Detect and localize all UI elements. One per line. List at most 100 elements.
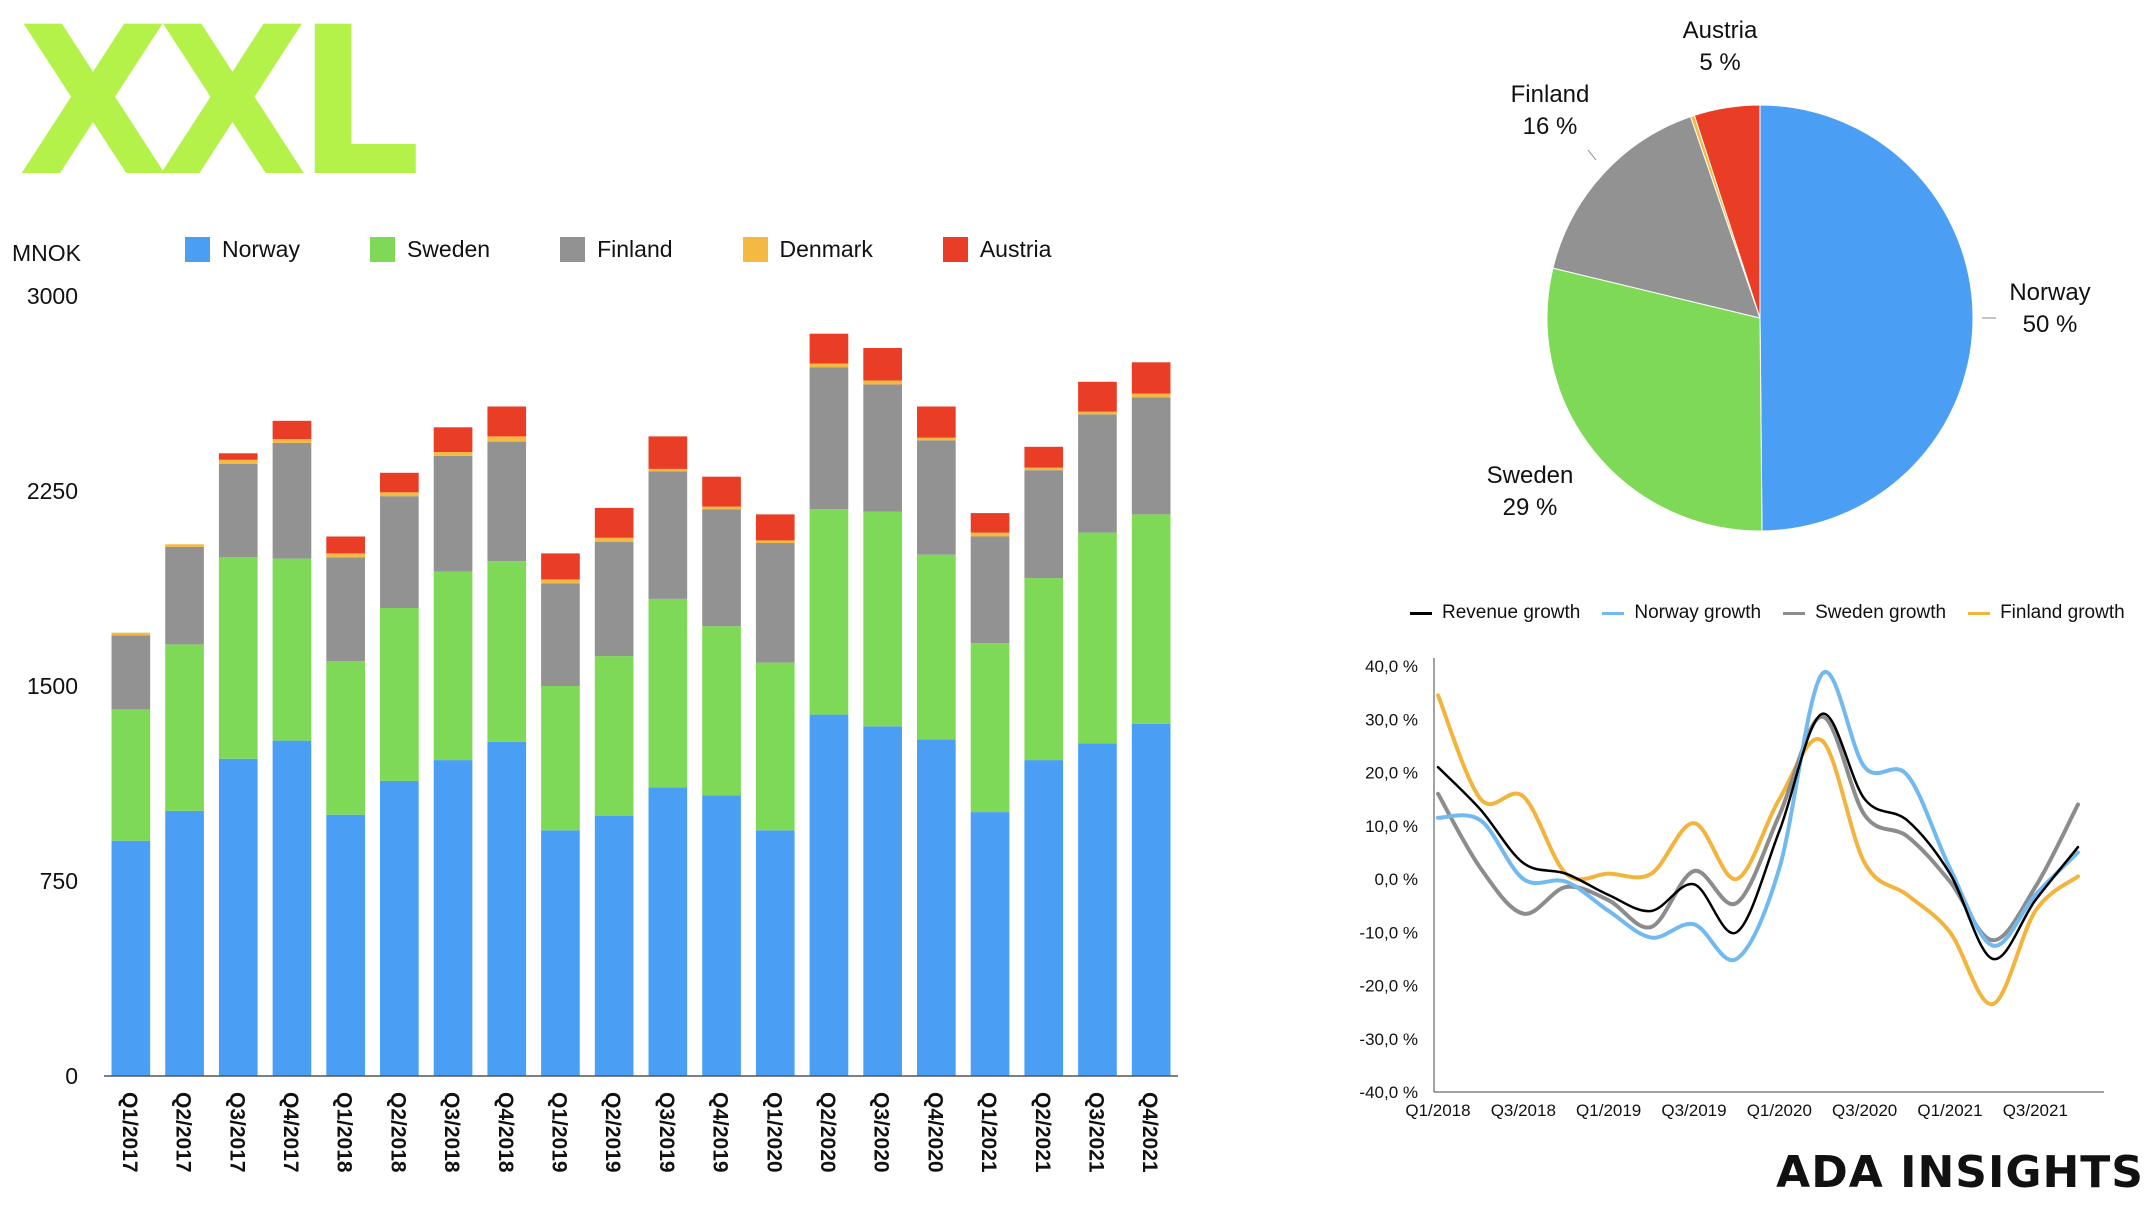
bar-segment-norway (1024, 760, 1064, 1076)
line-legend-swatch-revenue (1410, 611, 1432, 615)
legend-label-norway: Norway (222, 236, 300, 262)
bar-segment-norway (111, 840, 151, 1076)
bar-segment-sweden (863, 511, 902, 727)
y-tick-label: 750 (40, 868, 78, 894)
bar-segment-norway (1131, 723, 1171, 1076)
bar-segment-denmark (809, 363, 849, 368)
bar-segment-denmark (702, 506, 741, 510)
bar-segment-finland (111, 635, 151, 710)
bar-segment-austria (863, 348, 902, 381)
bar-segment-austria (272, 420, 312, 439)
bar-segment-sweden (272, 558, 312, 741)
x-tick-label: Q1/2018 (333, 1092, 356, 1173)
line-x-tick-label: Q3/2020 (1832, 1101, 1897, 1120)
pie-slice-norway (1759, 104, 1974, 532)
line-x-tick-label: Q1/2019 (1576, 1101, 1641, 1120)
bar-segment-denmark (755, 540, 795, 543)
pie-pct-austria: 5 % (1699, 49, 1740, 76)
bar-segment-norway (541, 830, 580, 1076)
bar-segment-finland (863, 384, 902, 512)
bar-chart-legend: Norway Sweden Finland Denmark Austria (185, 236, 1121, 263)
bar-segment-norway (809, 714, 849, 1076)
legend-swatch-finland (560, 237, 586, 262)
line-y-tick-label: 40,0 % (1365, 657, 1418, 676)
bar-segment-austria (326, 536, 365, 554)
bar-segment-austria (433, 427, 473, 452)
bar-segment-denmark (970, 532, 1010, 537)
bar-segment-finland (702, 509, 741, 627)
line-legend-item-sweden: Sweden growth (1783, 602, 1946, 624)
y-axis-unit-label: MNOK (12, 240, 81, 266)
bar-segment-austria (702, 476, 741, 507)
x-tick-label: Q1/2019 (547, 1092, 570, 1173)
line-legend-label-finland: Finland growth (2000, 602, 2125, 623)
bar-segment-austria (594, 507, 634, 538)
bar-segment-finland (648, 471, 688, 599)
bar-segment-sweden (809, 509, 849, 715)
bar-segment-austria (970, 513, 1010, 533)
bar-segment-denmark (487, 436, 527, 442)
bar-segment-finland (380, 496, 419, 608)
pie-chart: Norway 50 % Sweden 29 % Finland 16 % Austria 5 … (1487, 17, 2091, 532)
x-tick-label: Q4/2017 (279, 1092, 302, 1173)
x-tick-label: Q3/2018 (440, 1092, 463, 1173)
line-series-norway-growth (1436, 669, 2080, 963)
line-y-tick-label: -20,0 % (1359, 977, 1418, 996)
bar-segment-sweden (755, 662, 795, 831)
bar-segment-sweden (326, 661, 365, 815)
legend-swatch-austria (942, 237, 968, 262)
x-tick-label: Q2/2019 (601, 1092, 624, 1173)
pie-slice-finland (1552, 115, 1761, 319)
bar-segment-sweden (111, 709, 151, 841)
bar-segment-denmark (1131, 393, 1171, 398)
bar-segment-austria (1131, 362, 1171, 394)
xxl-logo: XXL (18, 0, 421, 222)
line-x-tick-label: Q3/2019 (1661, 1101, 1726, 1120)
pie-leader-finland (1587, 149, 1597, 161)
pie-label-austria: Austria (1683, 17, 1758, 44)
bar-segment-finland (755, 543, 795, 663)
bar-segment-sweden (1024, 578, 1064, 761)
bar-segment-finland (487, 441, 527, 562)
y-tick-label: 2250 (27, 478, 78, 504)
bar-segment-sweden (594, 656, 634, 816)
line-x-tick-label: Q1/2018 (1405, 1101, 1470, 1120)
bar-segment-austria (917, 406, 956, 438)
line-x-tick-label: Q3/2021 (2003, 1101, 2068, 1120)
ada-insights-brand: ADA INSIGHTS (1776, 1147, 2144, 1198)
bar-segment-austria (541, 553, 580, 580)
bar-segment-denmark (326, 553, 365, 558)
bar-segment-sweden (218, 557, 258, 759)
bar-segment-sweden (380, 608, 419, 781)
bar-segment-austria (218, 453, 258, 460)
y-tick-label: 1500 (27, 673, 78, 699)
x-tick-label: Q1/2021 (977, 1092, 1000, 1173)
legend-swatch-sweden (369, 237, 395, 262)
bar-segment-sweden (702, 626, 741, 796)
bar-segment-denmark (594, 537, 634, 542)
legend-swatch-denmark (742, 237, 768, 262)
bar-segment-denmark (1024, 467, 1064, 471)
legend-item-finland: Finland (560, 236, 673, 263)
bar-segment-finland (218, 463, 258, 558)
bar-segment-sweden (541, 686, 580, 831)
bar-segment-finland (1131, 397, 1171, 515)
bar-segment-austria (487, 406, 527, 437)
x-tick-label: Q4/2019 (709, 1092, 732, 1173)
bar-segment-denmark (917, 437, 956, 441)
line-y-tick-label: 10,0 % (1365, 817, 1418, 836)
bar-segment-norway (863, 726, 902, 1076)
bar-segment-sweden (917, 554, 956, 740)
legend-item-austria: Austria (942, 236, 1051, 263)
line-legend-swatch-norway (1602, 611, 1625, 615)
x-tick-label: Q3/2021 (1084, 1092, 1107, 1173)
y-tick-label: 3000 (27, 283, 78, 309)
bar-segment-norway (380, 780, 419, 1076)
bar-segment-finland (165, 546, 204, 645)
bar-segment-finland (433, 455, 473, 572)
growth-line-chart: -40,0 % -30,0 % -20,0 % -10,0 % 0,0 % 10,0 % 2… (1359, 657, 2104, 1120)
bar-segment-denmark (218, 459, 258, 464)
bar-segment-finland (1078, 414, 1117, 533)
pie-pct-sweden: 29 % (1503, 494, 1558, 521)
x-tick-label: Q3/2019 (655, 1092, 678, 1173)
